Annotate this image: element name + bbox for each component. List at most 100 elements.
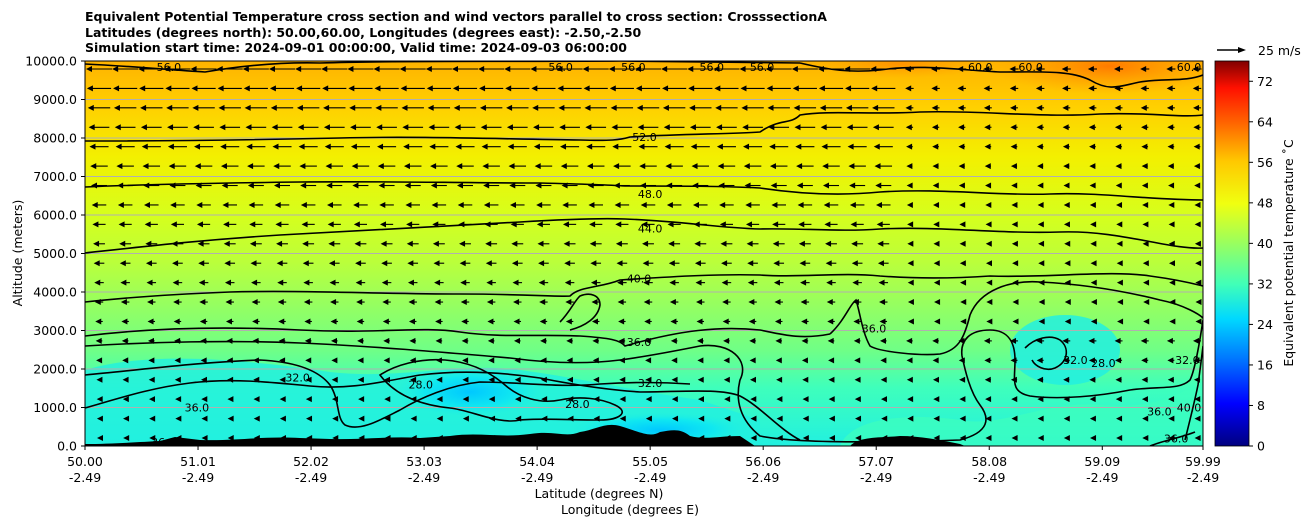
wind-vector-head	[747, 279, 754, 286]
wind-vector-head	[1012, 260, 1019, 267]
wind-vector-head	[1143, 318, 1150, 325]
wind-vector-head	[87, 104, 94, 111]
wind-vector-head	[452, 85, 459, 92]
wind-vector-head	[934, 318, 941, 325]
wind-vector-head	[932, 357, 939, 364]
wind-vector-head	[959, 221, 966, 228]
wind-vector-head	[457, 182, 464, 189]
wind-vector-head	[611, 124, 618, 131]
wind-vector-head	[305, 396, 312, 403]
wind-vector-head	[797, 201, 804, 208]
wind-vector-head	[1116, 435, 1123, 441]
x-tick-label-lon: -2.49	[182, 470, 214, 485]
wind-vector-head	[1089, 182, 1096, 189]
wind-vector-head	[696, 299, 703, 306]
wind-vector-head	[827, 337, 834, 344]
wind-vector-head	[1089, 143, 1096, 150]
wind-vector-head	[635, 66, 641, 72]
wind-vector-head	[1090, 435, 1097, 441]
wind-vector-head	[801, 318, 808, 325]
wind-vector-head	[274, 182, 281, 189]
wind-vector-head	[454, 124, 461, 131]
wind-vector-head	[224, 260, 231, 267]
wind-vector-head	[120, 279, 127, 286]
wind-vector-head	[960, 299, 967, 306]
wind-vector-head	[1088, 357, 1095, 364]
wind-vector-head	[201, 415, 208, 422]
contour-label: 56.0	[621, 61, 646, 74]
wind-vector-head	[960, 279, 967, 286]
wind-vector-head	[664, 143, 671, 150]
wind-vector-head	[828, 376, 835, 383]
wind-vector-head	[1011, 415, 1018, 422]
wind-vector-head	[847, 143, 854, 150]
wind-vector-head	[931, 85, 938, 92]
wind-vector-head	[906, 357, 913, 364]
wind-vector-head	[430, 182, 437, 189]
wind-vector-head	[765, 66, 772, 72]
wind-vector-head	[776, 396, 783, 403]
wind-vector-head	[1141, 124, 1148, 131]
wind-vector-head	[251, 299, 258, 306]
contour-label: 36.0	[862, 323, 887, 336]
wind-vector-head	[1037, 221, 1044, 228]
contour-label: 32.0	[1063, 354, 1088, 367]
wind-vector-head	[303, 299, 310, 306]
wind-vector-head	[1193, 337, 1200, 344]
wind-vector-head	[560, 163, 567, 170]
wind-vector-head	[511, 240, 518, 247]
wind-vector-head	[772, 240, 779, 247]
wind-vector-head	[123, 415, 130, 422]
wind-vector-head	[1036, 104, 1043, 111]
wind-vector-head	[1036, 337, 1043, 344]
wind-vector-head	[304, 337, 311, 344]
x-tick-label-lat: 58.08	[971, 454, 1007, 469]
wind-vector-head	[1036, 357, 1043, 364]
contour-32	[85, 359, 691, 428]
wind-vector-head	[1192, 66, 1199, 72]
wind-vector-head	[608, 66, 615, 72]
wind-vector-head	[460, 279, 467, 286]
wind-vector-head	[406, 221, 413, 228]
wind-vector-head	[986, 299, 993, 306]
wind-vector-head	[1141, 182, 1148, 189]
colorbar-tick-label: 24	[1257, 317, 1273, 332]
wind-vector-head	[558, 104, 565, 111]
wind-vector-head	[201, 435, 208, 441]
wind-vector-head	[560, 143, 567, 150]
wind-vector-head	[172, 260, 179, 267]
wind-vector-head	[165, 85, 172, 92]
wind-vector-head	[826, 299, 833, 306]
wind-vector-head	[1194, 201, 1201, 208]
wind-vector-head	[276, 240, 283, 247]
wind-vector-head	[931, 104, 938, 111]
wind-vector-head	[328, 260, 335, 267]
wind-vector-head	[638, 143, 645, 150]
wind-vector-head	[144, 221, 151, 228]
wind-vector-head	[1063, 182, 1070, 189]
wind-vector-head	[95, 337, 102, 344]
wind-vector-head	[879, 318, 886, 325]
wind-vector-head	[297, 124, 304, 131]
contour-label: 28.0	[565, 398, 590, 411]
wind-vector-head	[1116, 221, 1123, 228]
wind-vector-head	[698, 415, 705, 422]
wind-vector-head	[306, 415, 313, 422]
wind-vector-head	[563, 240, 570, 247]
wind-vector-head	[959, 240, 966, 247]
wind-vector-head	[194, 143, 201, 150]
wind-vector-head	[434, 279, 441, 286]
wind-vector-head	[932, 163, 939, 170]
wind-vector-head	[851, 240, 858, 247]
wind-vector-head	[427, 104, 434, 111]
wind-vector-head	[740, 85, 747, 92]
wind-vector-head	[743, 143, 750, 150]
wind-vector-head	[791, 66, 798, 72]
wind-vector-head	[379, 221, 386, 228]
wind-vector-head	[192, 104, 199, 111]
quiver-key-label: 25 m/s	[1258, 43, 1301, 58]
wind-vector-head	[636, 104, 643, 111]
contour-44	[85, 217, 1203, 254]
wind-vector-head	[279, 415, 286, 422]
wind-vector-head	[881, 415, 888, 422]
